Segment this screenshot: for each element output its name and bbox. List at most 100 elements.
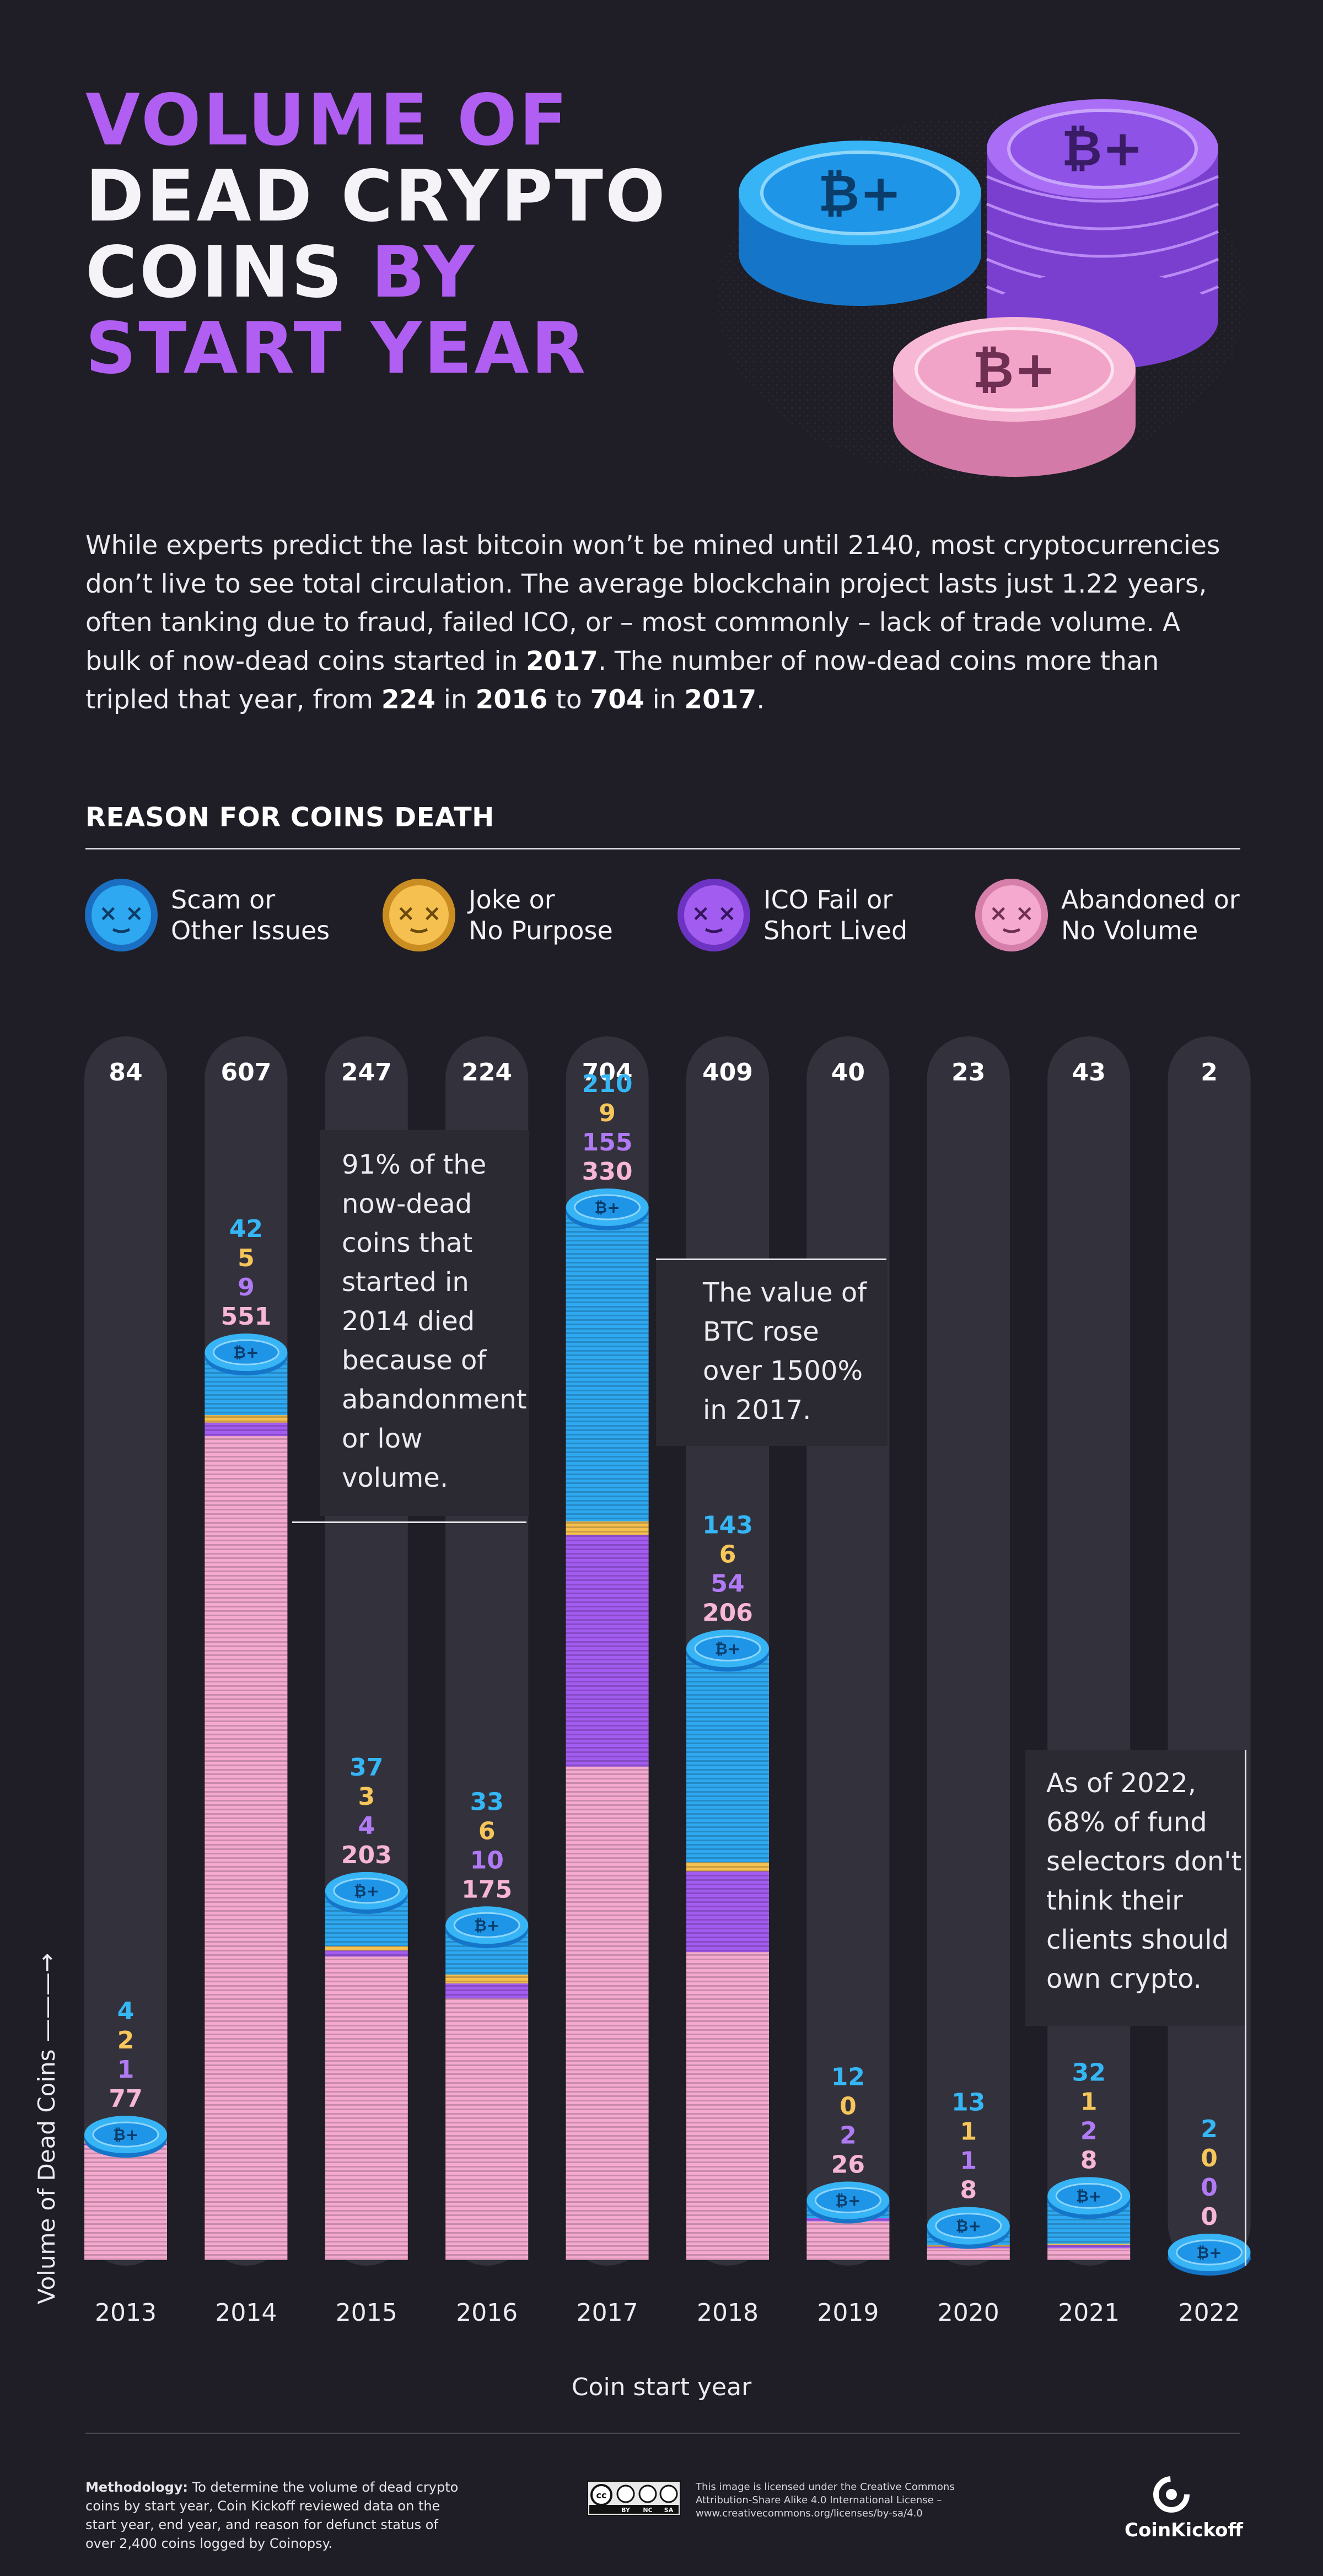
bar-segment-texture bbox=[325, 1946, 408, 1951]
segment-value-label: 210 bbox=[582, 1070, 633, 1098]
total-label: 2 bbox=[1201, 1058, 1218, 1087]
x-tick-label: 2018 bbox=[697, 2299, 759, 2327]
methodology-note: Methodology: To determine the volume of … bbox=[85, 2480, 459, 2551]
x-tick-label: 2021 bbox=[1058, 2299, 1120, 2327]
segment-value-label: 1 bbox=[960, 2118, 977, 2146]
legend-title: REASON FOR COINS DEATH bbox=[85, 802, 494, 833]
annotation-2017-box bbox=[656, 1259, 888, 1446]
total-label: 704 bbox=[582, 1058, 633, 1087]
coin-cap-face bbox=[1176, 2239, 1243, 2266]
footer-divider bbox=[85, 2433, 1240, 2434]
coinkickoff-logo-icon bbox=[1153, 2476, 1190, 2513]
segment-value-label: 0 bbox=[840, 2092, 857, 2120]
title-line-3b: BY bbox=[371, 232, 477, 314]
segment-value-label: 551 bbox=[220, 1303, 271, 1331]
segment-value-label: 143 bbox=[702, 1511, 753, 1539]
coin-symbol: ₿+ bbox=[233, 1343, 259, 1362]
coin-cap-face bbox=[212, 1339, 279, 1365]
bar-segment-texture bbox=[1047, 2245, 1131, 2249]
coin-cap-face bbox=[814, 2187, 881, 2213]
bar-segment-texture bbox=[806, 2221, 890, 2260]
annotation-2014-pointer bbox=[292, 1521, 526, 1523]
segment-value-label: 0 bbox=[1201, 2174, 1218, 2202]
x-tick-label: 2014 bbox=[215, 2299, 277, 2327]
total-label: 224 bbox=[461, 1058, 512, 1087]
title-line-2: DEAD CRYPTO bbox=[85, 155, 668, 238]
segment-value-label: 206 bbox=[702, 1599, 753, 1627]
annotation-2022: As of 2022, 68% of fund selectors don't … bbox=[1046, 1768, 1242, 1994]
total-label: 23 bbox=[951, 1058, 985, 1087]
segment-value-label: 330 bbox=[582, 1158, 633, 1186]
coin-cap-face bbox=[574, 1194, 641, 1220]
coin-symbol: ₿+ bbox=[1076, 2187, 1101, 2205]
coin-stacks-illustration: ₿+ ₿+ ₿+ bbox=[717, 99, 1246, 480]
bar-segment-texture bbox=[1047, 2248, 1131, 2260]
segment-value-label: 33 bbox=[470, 1788, 504, 1816]
svg-text:× ×: × × bbox=[397, 901, 442, 926]
segment-value-label: 5 bbox=[238, 1244, 255, 1272]
segment-value-label: 9 bbox=[238, 1273, 255, 1302]
annotation-2014-box bbox=[320, 1130, 529, 1516]
coin-symbol: ₿+ bbox=[354, 1882, 379, 1900]
svg-text:× ×: × × bbox=[989, 901, 1034, 926]
scam-dead-face-icon: × × bbox=[85, 879, 158, 951]
blue-coin-icon: ₿+ bbox=[739, 141, 981, 306]
bar-segment-texture bbox=[1047, 2244, 1131, 2245]
segment-value-label: 1 bbox=[117, 2056, 135, 2084]
segment-value-label: 2 bbox=[840, 2121, 857, 2149]
x-tick-label: 2019 bbox=[817, 2299, 879, 2327]
cc-by-label: BY bbox=[621, 2507, 631, 2514]
bar-segment-texture bbox=[445, 1983, 529, 1999]
intro-paragraph: While experts predict the last bitcoin w… bbox=[85, 530, 1220, 715]
segment-value-label: 9 bbox=[599, 1099, 616, 1127]
annotation-2017: The value of BTC rose over 1500% in 2017… bbox=[703, 1277, 867, 1426]
coin-symbol: ₿+ bbox=[1196, 2244, 1222, 2262]
dead-coins-stacked-bar-chart: 84₿+421772013607₿+42595512014247₿+373420… bbox=[84, 1036, 1251, 2327]
x-tick-label: 2017 bbox=[577, 2299, 638, 2327]
coin-symbol: ₿+ bbox=[594, 1198, 620, 1217]
title-line-1: VOLUME OF bbox=[85, 79, 570, 162]
coin-cap-face bbox=[453, 1912, 520, 1938]
license-text: This image is licensed under the Creativ… bbox=[696, 2481, 955, 2519]
bar-segment-texture bbox=[205, 1415, 288, 1423]
total-label: 43 bbox=[1072, 1058, 1106, 1087]
brand-logo: CoinKickoff bbox=[1125, 2475, 1243, 2541]
joke-dead-face-icon: × × bbox=[383, 879, 455, 951]
segment-value-label: 4 bbox=[358, 1812, 375, 1840]
annotation-2014: 91% of the now-dead coins that started i… bbox=[342, 1149, 527, 1493]
bar-segment-texture bbox=[445, 1974, 529, 1984]
segment-value-label: 2 bbox=[1080, 2117, 1098, 2145]
bar-segment-texture bbox=[927, 2248, 1010, 2260]
svg-text:₿+: ₿+ bbox=[818, 164, 902, 223]
segment-value-label: 6 bbox=[478, 1817, 496, 1845]
segment-value-label: 8 bbox=[1080, 2146, 1098, 2174]
title-line-4: START YEAR bbox=[85, 308, 588, 390]
up-arrow-icon: ———→ bbox=[33, 1953, 60, 2042]
cc-sa-label: SA bbox=[664, 2507, 674, 2514]
svg-text:cc: cc bbox=[596, 2490, 607, 2500]
bar-segment-texture bbox=[325, 1950, 408, 1957]
column-track bbox=[1168, 1036, 1251, 2266]
segment-value-label: 1 bbox=[1080, 2088, 1098, 2116]
coin-symbol: ₿+ bbox=[956, 2217, 981, 2235]
total-label: 84 bbox=[109, 1058, 142, 1087]
purple-coin-stack-icon: ₿+ bbox=[986, 99, 1219, 369]
svg-text:× ×: × × bbox=[99, 901, 144, 926]
svg-text:₿+: ₿+ bbox=[1062, 120, 1144, 178]
x-tick-label: 2015 bbox=[336, 2299, 397, 2327]
bar-segment-texture bbox=[325, 1956, 408, 2260]
x-tick-label: 2022 bbox=[1179, 2299, 1240, 2327]
y-axis-label: Volume of Dead Coins ———→ bbox=[33, 1953, 60, 2304]
coin-cap-face bbox=[935, 2213, 1002, 2239]
svg-text:× ×: × × bbox=[692, 901, 736, 926]
bar-segment-texture bbox=[445, 1998, 529, 2260]
segment-value-label: 37 bbox=[349, 1754, 383, 1782]
bar-segment-texture bbox=[566, 1766, 649, 2260]
segment-value-label: 26 bbox=[831, 2150, 865, 2179]
segment-value-label: 155 bbox=[582, 1128, 633, 1157]
coin-symbol: ₿+ bbox=[715, 1639, 740, 1658]
segment-value-label: 2 bbox=[1201, 2115, 1218, 2143]
bar-segment-texture bbox=[686, 1952, 769, 2260]
x-axis-label: Coin start year bbox=[571, 2373, 752, 2401]
column-track bbox=[927, 1036, 1010, 2266]
